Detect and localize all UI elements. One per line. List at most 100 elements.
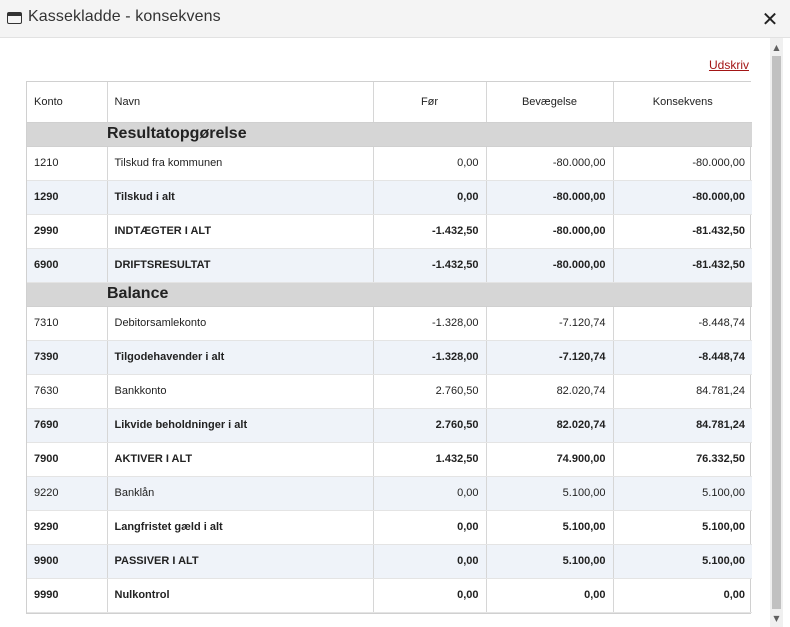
cell-konsekvens: 0,00 — [613, 578, 752, 613]
cell-navn: DRIFTSRESULTAT — [107, 248, 374, 283]
cell-bevaegelse: -7.120,74 — [486, 306, 614, 341]
cell-foer: -1.432,50 — [373, 248, 487, 283]
dialog-titlebar: Kassekladde - konsekvens ✕ — [0, 0, 790, 38]
window-icon — [7, 12, 22, 24]
table-row: 2990 INDTÆGTER I ALT -1.432,50 -80.000,00 -8… — [27, 214, 752, 249]
cell-navn: Tilskud i alt — [107, 180, 374, 215]
table-row: 7690 Likvide beholdninger i alt 2.760,50 82… — [27, 408, 752, 443]
table-header-row: Konto Navn Før Bevægelse Konsekvens — [27, 82, 752, 123]
cell-konto: 1210 — [27, 146, 108, 181]
vertical-scrollbar[interactable]: ▲ ▼ — [770, 38, 783, 627]
cell-konto: 7630 — [27, 374, 108, 409]
cell-bevaegelse: -80.000,00 — [486, 248, 614, 283]
cell-konsekvens: 76.332,50 — [613, 442, 752, 477]
cell-konsekvens: -81.432,50 — [613, 248, 752, 283]
section-title: Balance — [27, 282, 752, 307]
cell-konto: 9220 — [27, 476, 108, 511]
scroll-up-arrow-icon[interactable]: ▲ — [773, 43, 780, 52]
cell-foer: 0,00 — [373, 578, 487, 613]
cell-bevaegelse: 82.020,74 — [486, 408, 614, 443]
cell-foer: -1.328,00 — [373, 340, 487, 375]
scrollbar-thumb[interactable] — [772, 56, 781, 609]
cell-konsekvens: 5.100,00 — [613, 476, 752, 511]
dialog-content: Udskriv Konto Navn Før Bevægelse Konsekv… — [0, 38, 770, 627]
cell-bevaegelse: 5.100,00 — [486, 544, 614, 579]
table-row: 7630 Bankkonto 2.760,50 82.020,74 84.781,24 — [27, 374, 752, 409]
cell-bevaegelse: -80.000,00 — [486, 180, 614, 215]
cell-konsekvens: 84.781,24 — [613, 408, 752, 443]
cell-konto: 7690 — [27, 408, 108, 443]
cell-konto: 2990 — [27, 214, 108, 249]
cell-navn: AKTIVER I ALT — [107, 442, 374, 477]
cell-foer: 0,00 — [373, 544, 487, 579]
cell-foer: 0,00 — [373, 510, 487, 545]
cell-konsekvens: 5.100,00 — [613, 510, 752, 545]
table-row: 7310 Debitorsamlekonto -1.328,00 -7.120,74-… — [27, 306, 752, 341]
cell-foer: 2.760,50 — [373, 408, 487, 443]
table-row: 9220 Banklån 0,00 5.100,00 5.100,00 — [27, 476, 752, 511]
cell-navn: Tilgodehavender i alt — [107, 340, 374, 375]
column-header-navn: Navn — [107, 82, 374, 123]
cell-bevaegelse: 5.100,00 — [486, 476, 614, 511]
cell-konto: 9990 — [27, 578, 108, 613]
cell-navn: Tilskud fra kommunen — [107, 146, 374, 181]
cell-navn: Bankkonto — [107, 374, 374, 409]
cell-foer: 0,00 — [373, 180, 487, 215]
cell-foer: -1.432,50 — [373, 214, 487, 249]
cell-foer: 2.760,50 — [373, 374, 487, 409]
cell-konsekvens: 5.100,00 — [613, 544, 752, 579]
cell-konsekvens: 84.781,24 — [613, 374, 752, 409]
cell-bevaegelse: 5.100,00 — [486, 510, 614, 545]
cell-konto: 1290 — [27, 180, 108, 215]
section-header-row: Resultatopgørelse — [27, 122, 752, 147]
cell-bevaegelse: -7.120,74 — [486, 340, 614, 375]
cell-konsekvens: -8.448,74 — [613, 306, 752, 341]
cell-konto: 9290 — [27, 510, 108, 545]
table-row: 6900 DRIFTSRESULTAT -1.432,50 -80.000,00 -81… — [27, 248, 752, 283]
cell-navn: INDTÆGTER I ALT — [107, 214, 374, 249]
cell-konto: 7900 — [27, 442, 108, 477]
consequence-table: Konto Navn Før Bevægelse Konsekvens Resu… — [27, 82, 752, 613]
cell-bevaegelse: 82.020,74 — [486, 374, 614, 409]
cell-konsekvens: -81.432,50 — [613, 214, 752, 249]
table-row: 9990 Nulkontrol 0,00 0,00 0,00 — [27, 578, 752, 613]
column-header-bevaegelse: Bevægelse — [486, 82, 614, 123]
section-title: Resultatopgørelse — [27, 122, 752, 147]
column-header-konsekvens: Konsekvens — [613, 82, 752, 123]
cell-konsekvens: -80.000,00 — [613, 146, 752, 181]
cell-bevaegelse: -80.000,00 — [486, 146, 614, 181]
cell-bevaegelse: -80.000,00 — [486, 214, 614, 249]
cell-konto: 7310 — [27, 306, 108, 341]
cell-navn: Nulkontrol — [107, 578, 374, 613]
close-icon[interactable]: ✕ — [761, 7, 779, 31]
table-row: 7390 Tilgodehavender i alt -1.328,00 -7.120… — [27, 340, 752, 375]
cell-navn: Debitorsamlekonto — [107, 306, 374, 341]
cell-navn: Likvide beholdninger i alt — [107, 408, 374, 443]
section-header-row: Balance — [27, 282, 752, 307]
cell-foer: 0,00 — [373, 146, 487, 181]
scroll-down-arrow-icon[interactable]: ▼ — [773, 614, 780, 623]
print-link[interactable]: Udskriv — [708, 58, 749, 72]
column-header-foer: Før — [373, 82, 487, 123]
cell-foer: -1.328,00 — [373, 306, 487, 341]
cell-bevaegelse: 74.900,00 — [486, 442, 614, 477]
table-row: 9290 Langfristet gæld i alt 0,00 5.100,00 5.… — [27, 510, 752, 545]
column-header-konto: Konto — [27, 82, 108, 123]
cell-bevaegelse: 0,00 — [486, 578, 614, 613]
cell-foer: 1.432,50 — [373, 442, 487, 477]
table-row: 9900 PASSIVER I ALT 0,00 5.100,00 5.100,00 — [27, 544, 752, 579]
table-body: Resultatopgørelse 1210 Tilskud fra kommune… — [27, 122, 752, 613]
table-row: 1290 Tilskud i alt 0,00 -80.000,00 -80.000,0… — [27, 180, 752, 215]
consequence-table-wrapper: Konto Navn Før Bevægelse Konsekvens Resu… — [26, 81, 752, 614]
cell-konto: 6900 — [27, 248, 108, 283]
cell-navn: Langfristet gæld i alt — [107, 510, 374, 545]
table-row: 7900 AKTIVER I ALT 1.432,50 74.900,00 76.332… — [27, 442, 752, 477]
cell-foer: 0,00 — [373, 476, 487, 511]
cell-konsekvens: -8.448,74 — [613, 340, 752, 375]
cell-navn: PASSIVER I ALT — [107, 544, 374, 579]
dialog-title: Kassekladde - konsekvens — [28, 8, 221, 25]
cell-konto: 9900 — [27, 544, 108, 579]
cell-navn: Banklån — [107, 476, 374, 511]
cell-konsekvens: -80.000,00 — [613, 180, 752, 215]
cell-konto: 7390 — [27, 340, 108, 375]
